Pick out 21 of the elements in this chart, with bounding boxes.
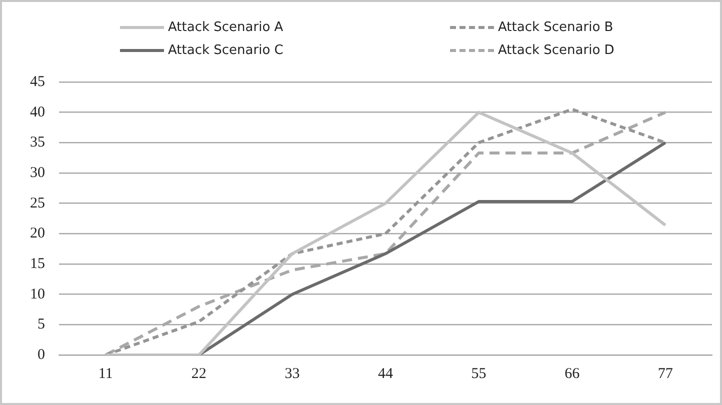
x-tick-label: 44 bbox=[378, 366, 394, 382]
y-tick-label: 0 bbox=[38, 346, 45, 363]
x-tick-label: 11 bbox=[98, 366, 113, 382]
y-tick-label: 30 bbox=[30, 164, 45, 181]
legend-label: Attack Scenario D bbox=[498, 43, 614, 58]
x-tick-label: 55 bbox=[471, 366, 486, 382]
y-tick-label: 45 bbox=[30, 74, 45, 90]
legend-label: Attack Scenario C bbox=[168, 43, 284, 58]
y-tick-label: 40 bbox=[30, 104, 45, 120]
y-tick-label: 5 bbox=[38, 316, 45, 333]
x-tick-label: 66 bbox=[564, 366, 580, 382]
x-tick-label: 33 bbox=[284, 366, 300, 382]
x-tick-label: 22 bbox=[191, 366, 206, 382]
y-tick-label: 10 bbox=[30, 286, 45, 302]
y-tick-label: 20 bbox=[30, 226, 45, 242]
y-tick-label: 35 bbox=[30, 134, 45, 151]
legend-label: Attack Scenario B bbox=[498, 20, 614, 35]
y-tick-label: 15 bbox=[30, 256, 45, 272]
legend-label: Attack Scenario A bbox=[168, 20, 284, 35]
x-tick-label: 77 bbox=[658, 366, 674, 382]
y-tick-label: 25 bbox=[30, 195, 45, 212]
